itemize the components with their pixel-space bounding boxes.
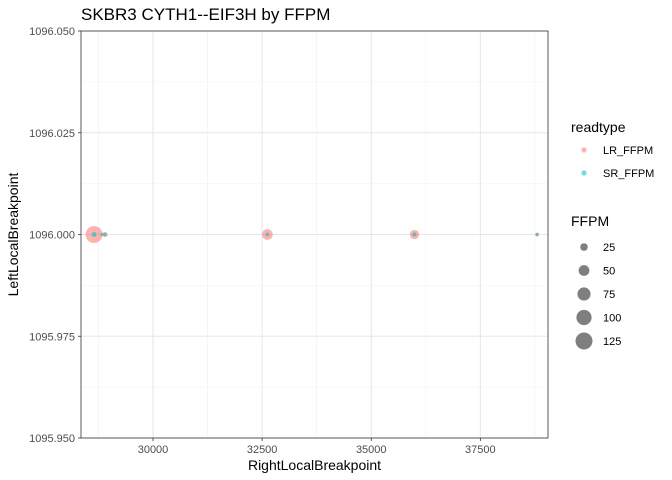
y-tick-label: 1095.950 xyxy=(29,433,75,445)
legend-size-key xyxy=(577,287,591,301)
legend-size-key xyxy=(576,309,592,326)
legend-color-label: SR_FFPM xyxy=(603,168,654,180)
legend-size-key xyxy=(580,243,588,251)
legend-size-entries: 25 50 75 100 125 xyxy=(575,242,621,350)
x-tick-label: 35000 xyxy=(356,444,387,456)
legend-size-key xyxy=(578,265,590,276)
legend-color-title: readtype xyxy=(571,119,626,135)
y-tick-label: 1096.000 xyxy=(29,230,75,242)
x-axis-title: RightLocalBreakpoint xyxy=(248,457,381,473)
point-sr-ffpm xyxy=(535,232,539,237)
legend-color-key xyxy=(581,147,587,153)
point-sr-ffpm xyxy=(103,232,107,237)
legend-size-label: 50 xyxy=(603,266,615,278)
plot-panel xyxy=(80,30,549,439)
legend-size-label: 100 xyxy=(603,313,621,325)
legend-color-key xyxy=(581,170,587,176)
data-points xyxy=(85,226,539,243)
legend-size-label: 75 xyxy=(603,289,615,301)
y-tick-label: 1095.975 xyxy=(29,331,75,343)
legend-size-key xyxy=(575,332,593,350)
legend: readtype LR_FFPM SR_FFPM FFPM 25 50 75 100 12… xyxy=(571,119,654,350)
y-axis: 1095.950 1095.975 1096.000 1096.025 1096.050 xyxy=(29,26,81,445)
point-sr-ffpm xyxy=(91,232,97,237)
legend-size-title: FFPM xyxy=(571,213,609,229)
x-tick-label: 30000 xyxy=(138,444,169,456)
legend-color-entries: LR_FFPM SR_FFPM xyxy=(581,145,654,180)
y-tick-label: 1096.050 xyxy=(29,26,75,38)
x-tick-label: 37500 xyxy=(465,444,496,456)
legend-size-label: 25 xyxy=(603,242,615,254)
point-sr-ffpm xyxy=(265,232,270,237)
point-sr-ffpm xyxy=(100,232,104,237)
x-axis: 30000 32500 35000 37500 xyxy=(138,438,496,456)
legend-color-label: LR_FFPM xyxy=(603,145,653,157)
y-axis-title: LeftLocalBreakpoint xyxy=(5,173,21,297)
chart-title: SKBR3 CYTH1--EIF3H by FFPM xyxy=(81,5,330,24)
x-tick-label: 32500 xyxy=(247,444,278,456)
y-tick-label: 1096.025 xyxy=(29,128,75,140)
point-sr-ffpm xyxy=(412,232,417,237)
legend-size-label: 125 xyxy=(603,336,621,348)
